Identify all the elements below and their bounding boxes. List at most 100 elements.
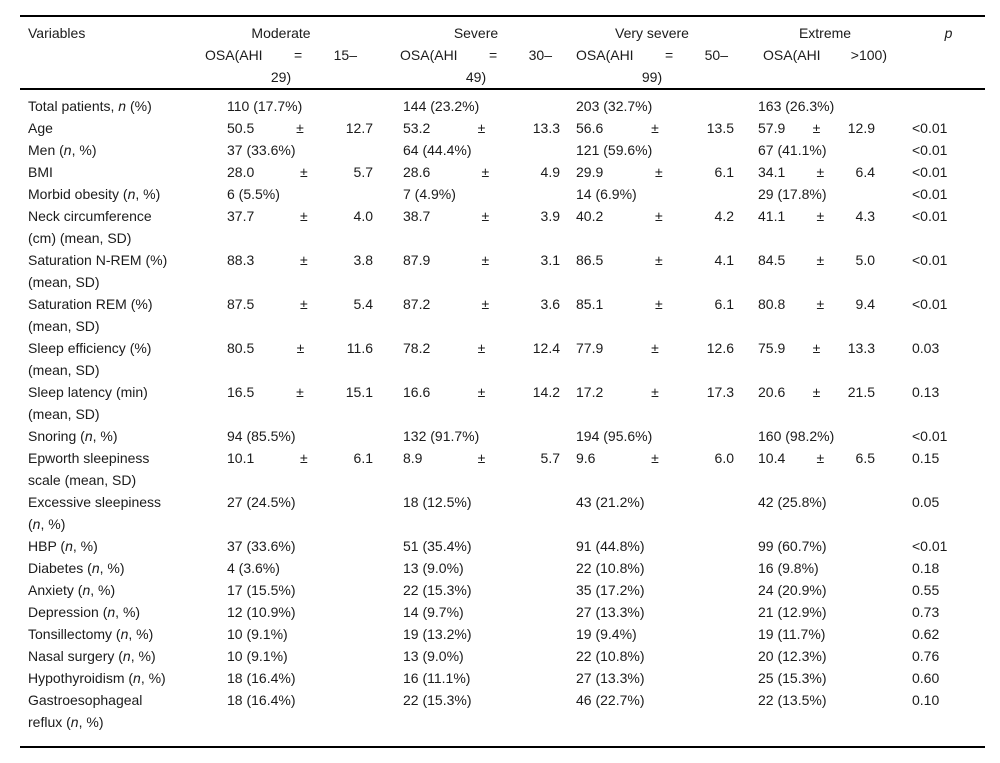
table-row: Snoring (n, %) 94 (85.5%) 132 (91.7%) 194 (…	[20, 425, 985, 447]
row-label: Saturation REM (%) (mean, SD)	[20, 293, 227, 337]
plus-minus: ±	[300, 296, 308, 312]
data-cell: 84.5 ±5.0	[758, 249, 912, 293]
sd-value: 5.4	[353, 296, 373, 312]
mean-value: 80.5	[227, 340, 255, 356]
data-cell: 28.0 ±5.7	[227, 161, 403, 183]
row-label-line: (cm) (mean, SD)	[28, 230, 132, 246]
sd-value: 4.9	[540, 164, 560, 180]
data-cell: 22 (15.3%)	[403, 692, 472, 708]
data-cell: 37 (33.6%)	[227, 538, 296, 554]
plus-minus: ±	[812, 120, 821, 136]
data-cell: 40.2 ±4.2	[576, 205, 758, 249]
table-row: Men (n, %) 37 (33.6%) 64 (44.4%) 121 (59.6%…	[20, 139, 985, 161]
data-cell: 29 (17.8%)	[758, 186, 827, 202]
column-header-line2: OSA(AHI = 50–	[576, 44, 728, 66]
data-cell: 80.8 ±9.4	[758, 293, 912, 337]
data-cell: 10.4 ±6.5	[758, 447, 912, 491]
p-value-cell: 0.60	[912, 670, 940, 686]
row-label-line: (mean, SD)	[28, 274, 100, 290]
row-label: Tonsillectomy (n, %)	[20, 623, 227, 645]
mean-sd-value: 50.5 ±12.7	[227, 117, 373, 139]
mean-sd-value: 28.6 ±4.9	[403, 161, 560, 183]
plus-minus: ±	[651, 384, 659, 400]
mean-sd-value: 40.2 ±4.2	[576, 205, 734, 227]
plus-minus: ±	[300, 450, 308, 466]
data-cell: 53.2 ±13.3	[403, 117, 576, 139]
header-token: OSA(AHI	[400, 47, 458, 63]
header-token: OSA(AHI	[763, 47, 821, 63]
data-cell: 6 (5.5%)	[227, 186, 280, 202]
mean-sd-value: 28.0 ±5.7	[227, 161, 373, 183]
mean-value: 56.6	[576, 120, 604, 136]
mean-sd-value: 20.6 ±21.5	[758, 381, 875, 403]
mean-value: 37.7	[227, 208, 255, 224]
data-cell: 121 (59.6%)	[576, 142, 653, 158]
sd-value: 4.0	[353, 208, 373, 224]
sd-value: 6.4	[855, 164, 875, 180]
row-label-line: (mean, SD)	[28, 318, 100, 334]
data-cell: 64 (44.4%)	[403, 142, 472, 158]
plus-minus: ±	[481, 296, 490, 312]
column-header-p-value: p	[912, 16, 985, 90]
sd-value: 6.0	[714, 450, 734, 466]
plus-minus: ±	[816, 296, 825, 312]
column-header-line2: OSA(AHI = 15–	[205, 44, 357, 66]
mean-sd-value: 8.9 ±5.7	[403, 447, 560, 469]
data-cell: 10 (9.1%)	[227, 626, 288, 642]
data-cell: 87.5 ±5.4	[227, 293, 403, 337]
table-row: Sleep efficiency (%) (mean, SD) 80.5 ±11.6 7…	[20, 337, 985, 381]
row-label: Saturation N-REM (%) (mean, SD)	[20, 249, 227, 293]
sd-value: 11.6	[346, 340, 373, 356]
p-value-cell: 0.05	[912, 494, 940, 510]
column-header-line3: 49)	[465, 69, 487, 85]
data-cell: 88.3 ±3.8	[227, 249, 403, 293]
table-row: Neck circumference (cm) (mean, SD) 37.7 ±4.…	[20, 205, 985, 249]
p-label: p	[944, 25, 953, 41]
data-cell: 87.2 ±3.6	[403, 293, 576, 337]
plus-minus: ±	[477, 384, 486, 400]
data-cell: 57.9 ±12.9	[758, 117, 912, 139]
data-cell: 27 (24.5%)	[227, 494, 296, 510]
mean-value: 28.0	[227, 164, 255, 180]
column-header-line3: 29)	[270, 69, 292, 85]
mean-value: 16.6	[403, 384, 431, 400]
data-cell: 16.5 ±15.1	[227, 381, 403, 425]
row-label-line: Tonsillectomy (n, %)	[28, 626, 154, 642]
p-value-cell: 0.10	[912, 692, 940, 708]
plus-minus: ±	[296, 340, 305, 356]
data-cell: 80.5 ±11.6	[227, 337, 403, 381]
data-cell: 22 (15.3%)	[403, 582, 472, 598]
row-label: Age	[20, 117, 227, 139]
plus-minus: ±	[812, 340, 821, 356]
data-cell: 16 (9.8%)	[758, 560, 819, 576]
p-value-cell: <0.01	[912, 252, 948, 268]
plus-minus: ±	[300, 252, 308, 268]
data-cell: 41.1 ±4.3	[758, 205, 912, 249]
data-cell: 67 (41.1%)	[758, 142, 827, 158]
data-cell: 37.7 ±4.0	[227, 205, 403, 249]
data-cell: 20.6 ±21.5	[758, 381, 912, 425]
row-label-line: Diabetes (n, %)	[28, 560, 125, 576]
data-cell: 9.6 ±6.0	[576, 447, 758, 491]
header-token: OSA(AHI	[576, 47, 634, 63]
p-value-cell: <0.01	[912, 428, 948, 444]
data-cell: 18 (12.5%)	[403, 494, 472, 510]
plus-minus: ±	[816, 208, 825, 224]
data-cell: 194 (95.6%)	[576, 428, 653, 444]
data-cell: 56.6 ±13.5	[576, 117, 758, 139]
row-label-line: Neck circumference	[28, 208, 152, 224]
data-cell: 19 (13.2%)	[403, 626, 472, 642]
sd-value: 12.7	[345, 120, 373, 136]
mean-sd-value: 41.1 ±4.3	[758, 205, 875, 227]
row-label-line: (n, %)	[28, 516, 66, 532]
sd-value: 21.5	[847, 384, 875, 400]
row-label: Excessive sleepiness (n, %)	[20, 491, 227, 535]
data-cell: 19 (9.4%)	[576, 626, 637, 642]
row-label-line: Nasal surgery (n, %)	[28, 648, 156, 664]
sd-value: 12.6	[706, 340, 734, 356]
row-label-line: Age	[28, 120, 53, 136]
data-cell: 24 (20.9%)	[758, 582, 827, 598]
row-label-line: Total patients, n (%)	[28, 98, 152, 114]
mean-value: 87.5	[227, 296, 255, 312]
